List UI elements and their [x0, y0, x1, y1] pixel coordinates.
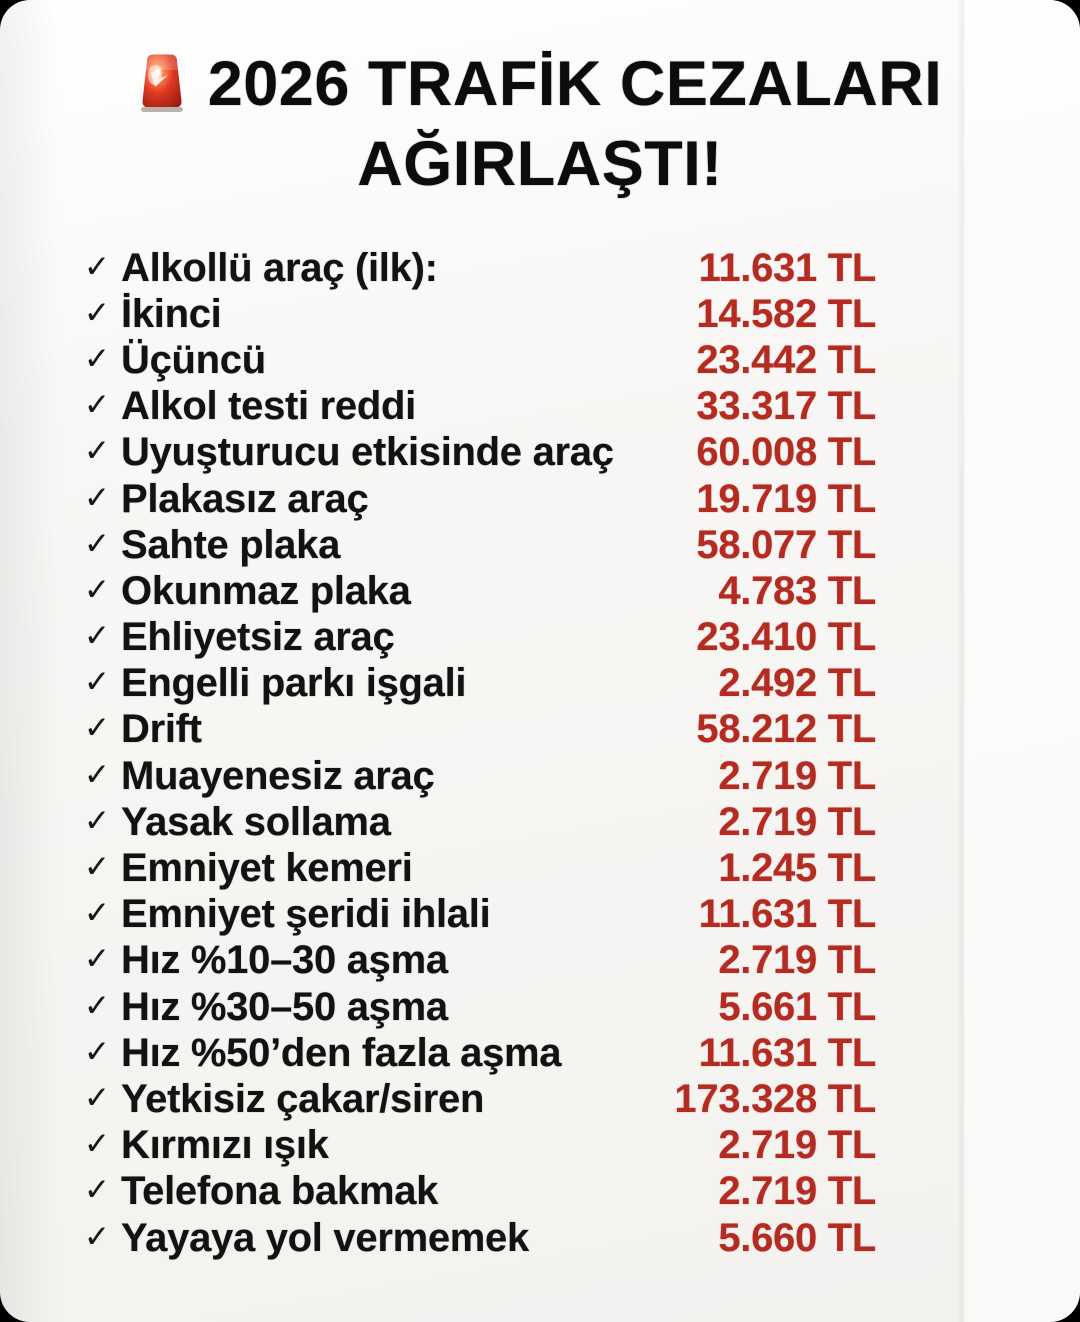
- checkmark-icon: ✓: [84, 710, 110, 747]
- checkmark-icon: ✓: [84, 802, 110, 839]
- fine-amount: 4.783 TL: [718, 568, 876, 613]
- fine-label: Muayenesiz araç: [121, 753, 435, 798]
- fine-label: Yetkisiz çakar/siren: [121, 1076, 485, 1121]
- fine-label: Hız %30–50 aşma: [121, 984, 448, 1029]
- checkmark-icon: ✓: [84, 1033, 110, 1070]
- fines-list: ✓ Alkollü araç (ilk): 11.631 TL ✓ İkinci…: [84, 245, 876, 1261]
- fine-row: ✓ Plakasız araç 19.719 TL: [84, 476, 876, 522]
- fine-row: ✓ Engelli parkı işgali 2.492 TL: [84, 661, 876, 707]
- fine-row: ✓ Hız %50’den fazla aşma 11.631 TL: [84, 1030, 876, 1076]
- fine-amount: 33.317 TL: [696, 384, 876, 429]
- checkmark-icon: ✓: [84, 987, 110, 1024]
- fine-amount: 11.631 TL: [698, 1030, 877, 1075]
- police-beacon-icon: [138, 52, 186, 112]
- checkmark-icon: ✓: [84, 1079, 110, 1116]
- checkmark-icon: ✓: [84, 1126, 110, 1163]
- fine-label: Hız %10–30 aşma: [121, 938, 448, 983]
- title-line-1: 2026 TRAFİK CEZALARI: [0, 44, 1080, 124]
- fine-row: ✓ Alkollü araç (ilk): 11.631 TL: [84, 245, 876, 291]
- checkmark-icon: ✓: [84, 294, 110, 331]
- checkmark-icon: ✓: [84, 248, 110, 285]
- fine-label: Üçüncü: [121, 337, 266, 382]
- fine-label: Emniyet kemeri: [121, 846, 413, 891]
- page-title: 2026 TRAFİK CEZALARI AĞIRLAŞTI!: [0, 44, 1080, 204]
- fine-row: ✓ Uyuşturucu etkisinde araç 60.008 TL: [84, 430, 876, 476]
- fine-amount: 5.661 TL: [718, 984, 876, 1029]
- photo-light-strip: [966, 0, 1080, 1322]
- fine-row: ✓ Okunmaz plaka 4.783 TL: [84, 568, 876, 614]
- checkmark-icon: ✓: [84, 618, 110, 655]
- photo-seam-line: [957, 0, 966, 1322]
- fine-label: İkinci: [121, 291, 222, 336]
- fine-row: ✓ Alkol testi reddi 33.317 TL: [84, 384, 876, 430]
- fine-amount: 2.719 TL: [718, 938, 876, 983]
- fine-row: ✓ Emniyet kemeri 1.245 TL: [84, 845, 876, 891]
- title-text-line1: 2026 TRAFİK CEZALARI: [207, 49, 943, 119]
- fine-amount: 14.582 TL: [696, 291, 876, 336]
- checkmark-icon: ✓: [84, 849, 110, 886]
- fine-amount: 2.719 TL: [718, 1169, 876, 1214]
- fine-row: ✓ Muayenesiz araç 2.719 TL: [84, 753, 876, 799]
- checkmark-icon: ✓: [84, 479, 110, 516]
- checkmark-icon: ✓: [84, 433, 110, 470]
- fine-row: ✓ Hız %30–50 aşma 5.661 TL: [84, 984, 876, 1030]
- fine-label: Yayaya yol vermemek: [121, 1215, 529, 1260]
- fine-label: Telefona bakmak: [121, 1169, 439, 1214]
- fine-row: ✓ Kırmızı ışık 2.719 TL: [84, 1123, 876, 1169]
- fine-amount: 60.008 TL: [696, 430, 876, 475]
- fine-row: ✓ Yetkisiz çakar/siren 173.328 TL: [84, 1076, 876, 1122]
- checkmark-icon: ✓: [84, 941, 110, 978]
- fine-label: Alkollü araç (ilk):: [121, 245, 438, 290]
- fine-label: Alkol testi reddi: [121, 384, 416, 429]
- fine-amount: 58.077 TL: [696, 522, 876, 567]
- fine-row: ✓ Yayaya yol vermemek 5.660 TL: [84, 1215, 876, 1261]
- fine-row: ✓ Ehliyetsiz araç 23.410 TL: [84, 615, 876, 661]
- fine-amount: 5.660 TL: [718, 1215, 876, 1260]
- fine-label: Yasak sollama: [121, 799, 391, 844]
- fine-label: Sahte plaka: [121, 522, 341, 567]
- fine-row: ✓ Hız %10–30 aşma 2.719 TL: [84, 938, 876, 984]
- fine-amount: 19.719 TL: [696, 476, 876, 521]
- fine-row: ✓ Üçüncü 23.442 TL: [84, 337, 876, 383]
- fine-label: Plakasız araç: [121, 476, 369, 521]
- title-line-2: AĞIRLAŞTI!: [357, 129, 723, 199]
- fine-amount: 58.212 TL: [696, 707, 876, 752]
- fine-label: Ehliyetsiz araç: [121, 615, 395, 660]
- fine-label: Okunmaz plaka: [121, 568, 411, 613]
- checkmark-icon: ✓: [84, 1172, 110, 1209]
- fine-label: Uyuşturucu etkisinde araç: [121, 430, 614, 475]
- fine-amount: 2.719 TL: [718, 799, 876, 844]
- fine-label: Emniyet şeridi ihlali: [121, 892, 491, 937]
- fine-amount: 173.328 TL: [674, 1076, 876, 1121]
- fine-label: Kırmızı ışık: [121, 1123, 329, 1168]
- checkmark-icon: ✓: [84, 571, 110, 608]
- checkmark-icon: ✓: [84, 756, 110, 793]
- fine-label: Hız %50’den fazla aşma: [121, 1030, 562, 1075]
- fine-amount: 23.442 TL: [696, 337, 876, 382]
- checkmark-icon: ✓: [84, 340, 110, 377]
- fine-row: ✓ Sahte plaka 58.077 TL: [84, 522, 876, 568]
- fine-amount: 11.631 TL: [698, 245, 877, 290]
- checkmark-icon: ✓: [84, 895, 110, 932]
- fine-row: ✓ Yasak sollama 2.719 TL: [84, 799, 876, 845]
- checkmark-icon: ✓: [84, 387, 110, 424]
- fine-row: ✓ İkinci 14.582 TL: [84, 291, 876, 337]
- fine-label: Drift: [121, 707, 202, 752]
- checkmark-icon: ✓: [84, 525, 110, 562]
- fine-amount: 1.245 TL: [718, 846, 876, 891]
- fine-amount: 23.410 TL: [696, 615, 876, 660]
- fine-row: ✓ Drift 58.212 TL: [84, 707, 876, 753]
- fine-label: Engelli parkı işgali: [121, 661, 467, 706]
- fine-row: ✓ Emniyet şeridi ihlali 11.631 TL: [84, 892, 876, 938]
- fine-amount: 2.719 TL: [718, 753, 876, 798]
- checkmark-icon: ✓: [84, 664, 110, 701]
- fine-row: ✓ Telefona bakmak 2.719 TL: [84, 1169, 876, 1215]
- fine-amount: 11.631 TL: [698, 892, 877, 937]
- fine-amount: 2.719 TL: [718, 1123, 876, 1168]
- checkmark-icon: ✓: [84, 1218, 110, 1255]
- fine-amount: 2.492 TL: [718, 661, 876, 706]
